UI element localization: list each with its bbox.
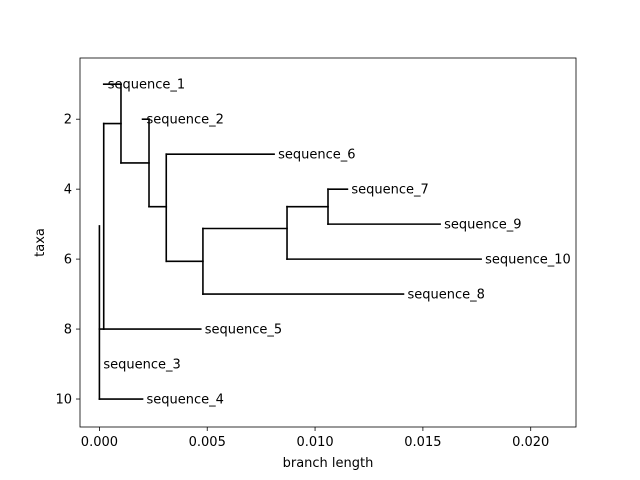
leaf-label: sequence_5 [205,323,282,338]
leaf-label: sequence_10 [485,253,571,268]
x-tick-label: 0.010 [296,435,333,450]
x-tick-label: 0.020 [512,435,549,450]
leaf-label: sequence_2 [147,113,224,128]
x-axis-ticks: 0.000 0.005 0.010 0.015 0.020 [81,427,549,450]
y-tick-label: 10 [55,393,72,408]
x-tick-label: 0.015 [404,435,441,450]
leaf-label: sequence_8 [407,288,484,303]
leaf-label-layer: sequence_1 sequence_2 sequence_6 sequence_7… [103,78,570,408]
leaf-label: sequence_6 [278,148,355,163]
plot-area [80,58,576,427]
plot-frame [79,57,577,428]
x-tick-label: 0.000 [81,435,118,450]
leaf-label: sequence_9 [444,218,521,233]
leaf-label: sequence_7 [351,183,428,198]
leaf-label: sequence_3 [103,358,180,373]
tree-layer [98,83,482,400]
x-tick-label: 0.005 [189,435,226,450]
x-axis-label: branch length [283,456,374,471]
y-axis-ticks: 2 4 6 8 10 [55,113,80,408]
y-tick-label: 4 [64,183,72,198]
y-tick-label: 6 [64,253,72,268]
y-tick-label: 8 [64,323,72,338]
y-tick-label: 2 [64,113,72,128]
leaf-label: sequence_4 [147,393,224,408]
y-axis-label: taxa [33,228,48,257]
leaf-label: sequence_1 [108,78,185,93]
